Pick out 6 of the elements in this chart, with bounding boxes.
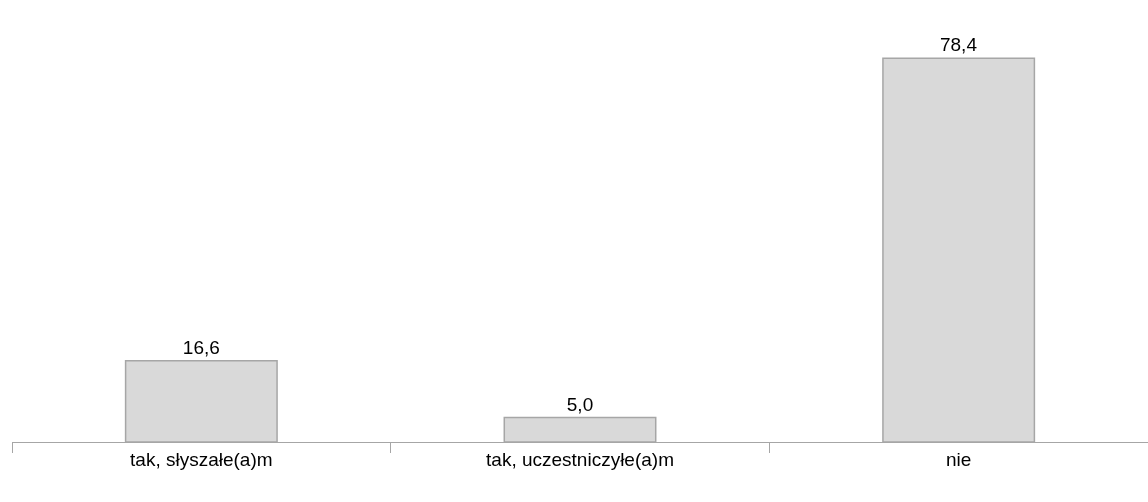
x-tick-label: tak, słyszałe(a)m [130,448,273,470]
x-tick-label: tak, uczestniczyłe(a)m [486,448,674,470]
data-label: 78,4 [939,34,978,56]
data-label: 5,0 [566,393,594,415]
x-tick-label: nie [945,448,972,470]
data-label: 16,6 [182,336,220,358]
